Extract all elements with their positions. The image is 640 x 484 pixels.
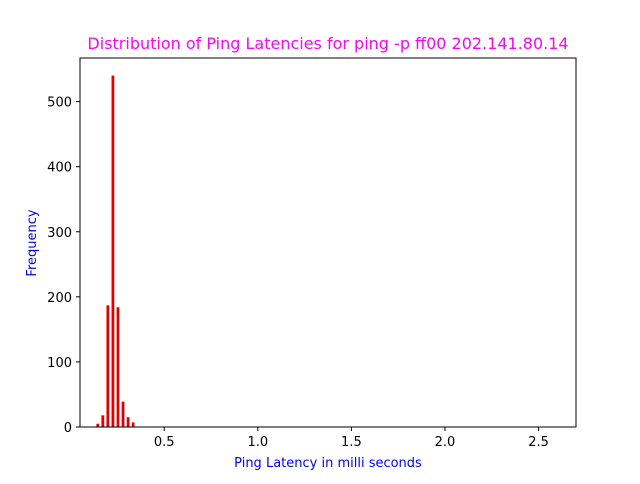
chart-title: Distribution of Ping Latencies for ping … (87, 34, 568, 53)
y-tick-label: 100 (47, 356, 72, 371)
x-tick-label: 1.0 (247, 435, 268, 450)
bar (111, 75, 115, 427)
y-tick-label: 200 (47, 291, 72, 306)
bar (116, 307, 120, 427)
y-tick-label: 300 (47, 226, 72, 241)
y-tick-label: 0 (64, 421, 72, 436)
bar (96, 423, 100, 427)
x-axis-ticks: 0.5 1.0 1.5 2.0 2.5 (154, 427, 549, 450)
bars-group (96, 75, 135, 427)
bar (101, 415, 105, 427)
bar (121, 401, 125, 427)
y-tick-label: 400 (47, 161, 72, 176)
x-axis-label: Ping Latency in milli seconds (234, 456, 422, 471)
x-tick-label: 2.5 (528, 435, 549, 450)
y-axis-ticks: 0 100 200 300 400 500 (47, 96, 80, 436)
x-tick-label: 2.0 (435, 435, 456, 450)
x-tick-label: 0.5 (154, 435, 175, 450)
bar (131, 422, 135, 427)
bar (126, 417, 130, 427)
y-axis-label: Frequency (25, 209, 40, 276)
plot-frame (79, 57, 577, 428)
y-tick-label: 500 (47, 96, 72, 111)
x-tick-label: 1.5 (341, 435, 362, 450)
bar (106, 305, 110, 427)
